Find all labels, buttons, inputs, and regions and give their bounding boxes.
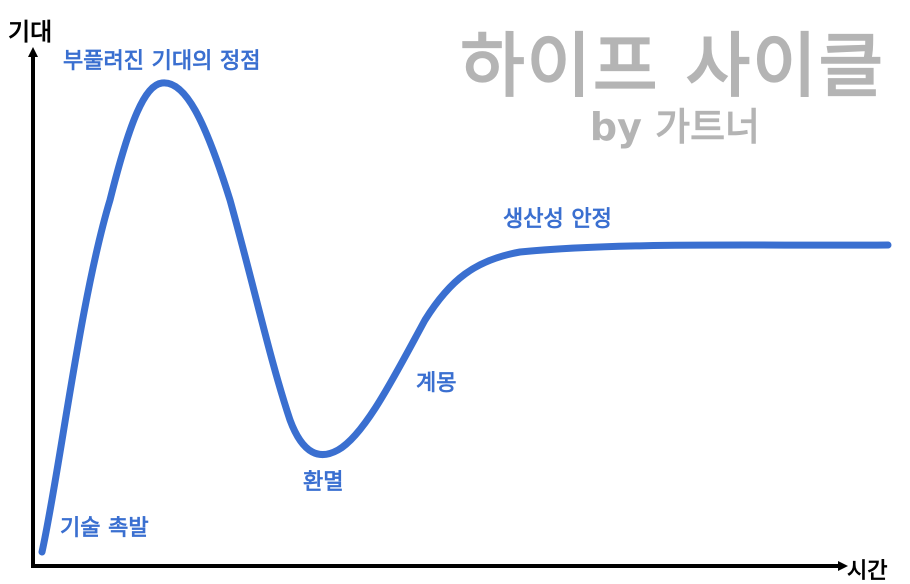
- phase-label-trigger: 기술 촉발: [60, 516, 149, 541]
- phase-label-peak: 부풀려진 기대의 정점: [63, 49, 260, 74]
- phase-label-slope: 계몽: [416, 371, 456, 396]
- phase-label-trough: 환멸: [303, 470, 343, 495]
- hype-curve: [38, 79, 892, 556]
- diagram-title: 하이프 사이클: [460, 25, 885, 107]
- phase-label-plateau: 생산성 안정: [503, 207, 612, 232]
- diagram-subtitle: by 가트너: [590, 105, 760, 149]
- x-axis-label: 시간: [847, 559, 887, 584]
- y-axis-label: 기대: [8, 18, 52, 46]
